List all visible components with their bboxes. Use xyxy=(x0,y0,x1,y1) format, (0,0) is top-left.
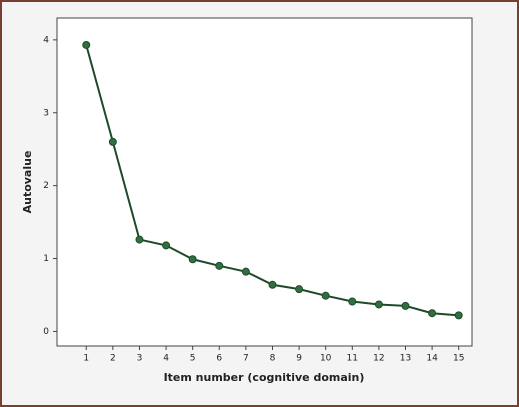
plot-area xyxy=(56,17,473,347)
point xyxy=(162,241,171,250)
point xyxy=(295,285,304,294)
y-tick-label: 3 xyxy=(43,108,49,118)
x-axis-label: Item number (cognitive domain) xyxy=(164,371,365,384)
point xyxy=(135,235,144,244)
point xyxy=(82,40,91,49)
x-tick-label: 3 xyxy=(137,354,143,364)
point xyxy=(321,291,330,300)
point xyxy=(215,261,224,270)
x-tick-label: 9 xyxy=(296,354,302,364)
y-tick-label: 0 xyxy=(43,327,49,337)
x-tick-label: 15 xyxy=(453,354,464,364)
point xyxy=(454,311,463,320)
point xyxy=(241,267,250,276)
x-tick-label: 1 xyxy=(83,354,89,364)
point xyxy=(428,309,437,318)
x-tick-label: 11 xyxy=(347,354,358,364)
x-tick-label: 14 xyxy=(426,354,438,364)
point xyxy=(374,300,383,309)
x-tick-label: 7 xyxy=(243,354,249,364)
point xyxy=(188,255,197,264)
x-tick-label: 6 xyxy=(216,354,222,364)
x-tick-label: 4 xyxy=(163,354,169,364)
point xyxy=(348,297,357,306)
x-tick-label: 5 xyxy=(190,354,196,364)
point xyxy=(401,301,410,310)
y-axis-label: Autovalue xyxy=(21,151,34,214)
x-tick-label: 13 xyxy=(400,354,411,364)
x-tick-label: 8 xyxy=(270,354,276,364)
y-tick-label: 2 xyxy=(43,181,49,191)
x-tick-label: 10 xyxy=(320,354,332,364)
y-tick-label: 4 xyxy=(43,35,49,45)
point xyxy=(108,137,117,146)
x-tick-label: 2 xyxy=(110,354,116,364)
point xyxy=(268,280,277,289)
x-tick-label: 12 xyxy=(373,354,384,364)
y-tick-label: 1 xyxy=(43,254,49,264)
